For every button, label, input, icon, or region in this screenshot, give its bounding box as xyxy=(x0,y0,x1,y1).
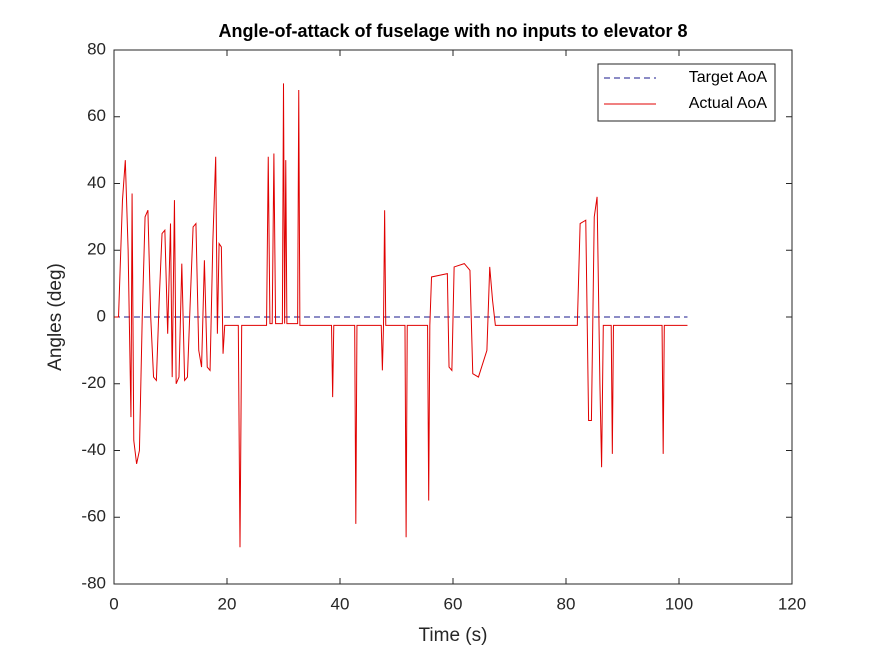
axes-box xyxy=(113,49,793,585)
legend-box xyxy=(597,63,776,122)
x-axis-label: Time (s) xyxy=(419,625,488,646)
x-tick-label: 120 xyxy=(778,594,806,613)
y-tick-label: -60 xyxy=(81,507,106,526)
y-tick-label: 20 xyxy=(87,240,106,259)
y-tick-label: -40 xyxy=(81,440,106,459)
x-tick-label: 40 xyxy=(331,594,350,613)
y-tick-label: 0 xyxy=(97,306,106,325)
y-tick-label: 80 xyxy=(87,39,106,58)
x-tick-label: 0 xyxy=(109,594,118,613)
legend-label: Actual AoA xyxy=(689,95,768,112)
x-tick-label: 60 xyxy=(444,594,463,613)
legend-label: Target AoA xyxy=(689,69,768,86)
y-tick-label: -20 xyxy=(81,373,106,392)
x-tick-label: 80 xyxy=(557,594,576,613)
x-tick-label: 100 xyxy=(665,594,693,613)
data-line xyxy=(114,83,688,548)
x-tick-label: 20 xyxy=(218,594,237,613)
y-tick-label: -80 xyxy=(81,573,106,592)
y-tick-label: 40 xyxy=(87,173,106,192)
y-axis-label: Angles (deg) xyxy=(45,263,66,371)
y-tick-label: 60 xyxy=(87,106,106,125)
chart-title: Angle-of-attack of fuselage with no inpu… xyxy=(218,21,687,41)
